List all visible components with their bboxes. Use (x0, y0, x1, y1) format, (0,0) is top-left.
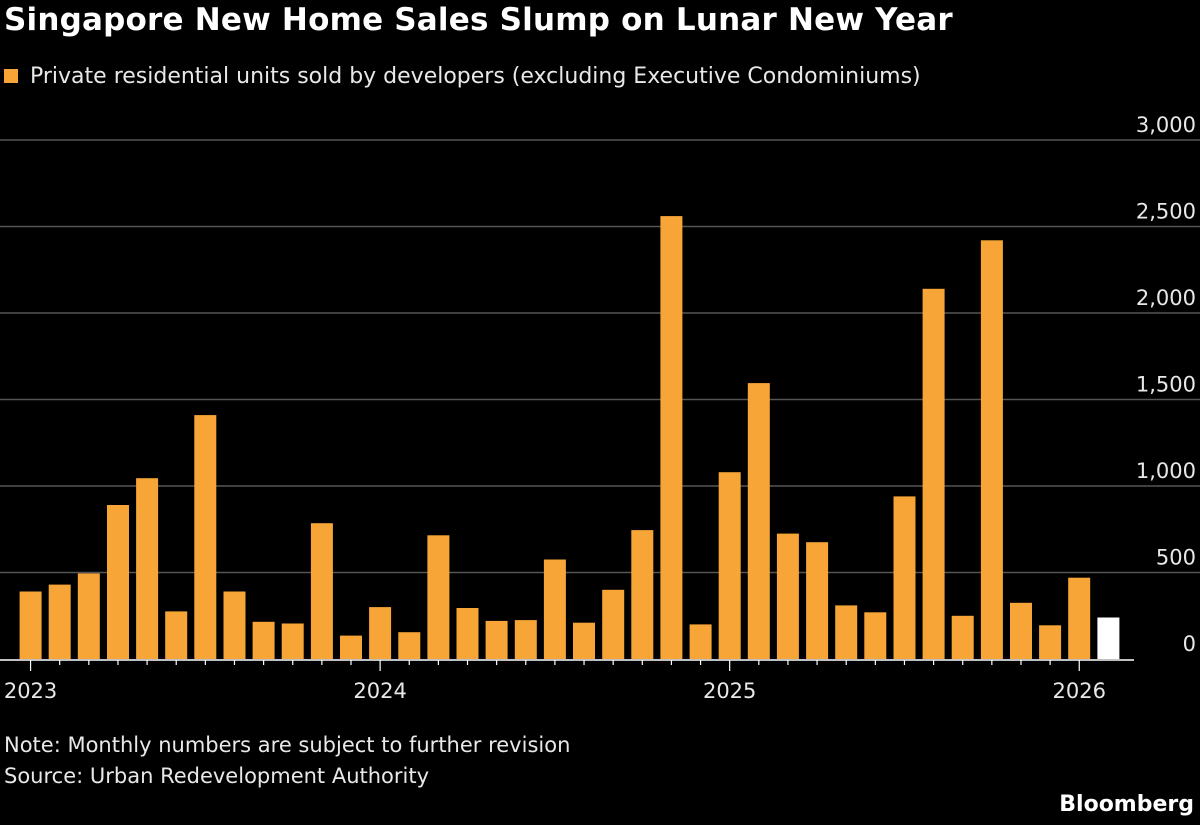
y-axis-labels: 0 500 1,000 1,500 2,000 2,500 3,000 (1136, 113, 1196, 656)
bar (281, 623, 304, 659)
y-tick-label: 1,000 (1136, 459, 1196, 483)
bar (1068, 577, 1091, 659)
bar (514, 620, 537, 659)
legend-swatch (4, 69, 18, 83)
legend-label: Private residential units sold by develo… (30, 63, 921, 89)
bar (689, 624, 712, 659)
bar (19, 591, 42, 659)
chart-note: Note: Monthly numbers are subject to fur… (4, 733, 571, 757)
bar (223, 591, 246, 659)
bar (543, 559, 566, 659)
chart-title: Singapore New Home Sales Slump on Lunar … (4, 2, 953, 38)
bar (660, 216, 683, 659)
bar (194, 415, 217, 659)
y-tick-label: 0 (1183, 632, 1196, 656)
bar (398, 632, 421, 659)
bar (718, 472, 741, 659)
bloomberg-logo: Bloomberg (1059, 792, 1194, 817)
bar (456, 608, 479, 659)
bar (252, 621, 275, 659)
bar (1039, 625, 1062, 659)
bar (806, 542, 829, 659)
y-tick-label: 500 (1156, 546, 1196, 570)
bar (48, 584, 71, 659)
bar (165, 611, 188, 659)
bar (1010, 602, 1032, 659)
bars (19, 216, 1120, 660)
bar (602, 589, 625, 659)
bar (340, 635, 362, 659)
bar (310, 523, 333, 659)
y-tick-label: 1,500 (1136, 373, 1196, 397)
y-tick-label: 3,000 (1136, 113, 1196, 137)
bar (107, 505, 129, 659)
bar (631, 530, 654, 659)
bar (573, 622, 595, 659)
bar (980, 240, 1003, 660)
bar (485, 620, 508, 659)
x-tick-label: 2025 (703, 679, 756, 703)
bar (369, 607, 392, 659)
chart-source: Source: Urban Redevelopment Authority (4, 764, 430, 788)
x-axis (0, 659, 1134, 671)
y-tick-label: 2,500 (1136, 200, 1196, 224)
x-tick-label: 2026 (1053, 679, 1106, 703)
bar (77, 573, 100, 659)
gridlines (0, 139, 1200, 574)
bar (951, 615, 974, 660)
bar (747, 383, 770, 659)
bar (893, 496, 916, 659)
bar (136, 478, 159, 659)
bar (922, 288, 945, 659)
x-tick-label: 2024 (353, 679, 406, 703)
bar (776, 533, 799, 659)
bar (864, 612, 887, 659)
y-tick-label: 2,000 (1136, 286, 1196, 310)
bar (835, 605, 858, 659)
x-axis-labels: 2023 2024 2025 2026 (4, 679, 1106, 703)
x-tick-label: 2023 (4, 679, 57, 703)
bar-latest (1097, 617, 1120, 659)
legend: Private residential units sold by develo… (4, 60, 921, 92)
bar (427, 535, 450, 659)
